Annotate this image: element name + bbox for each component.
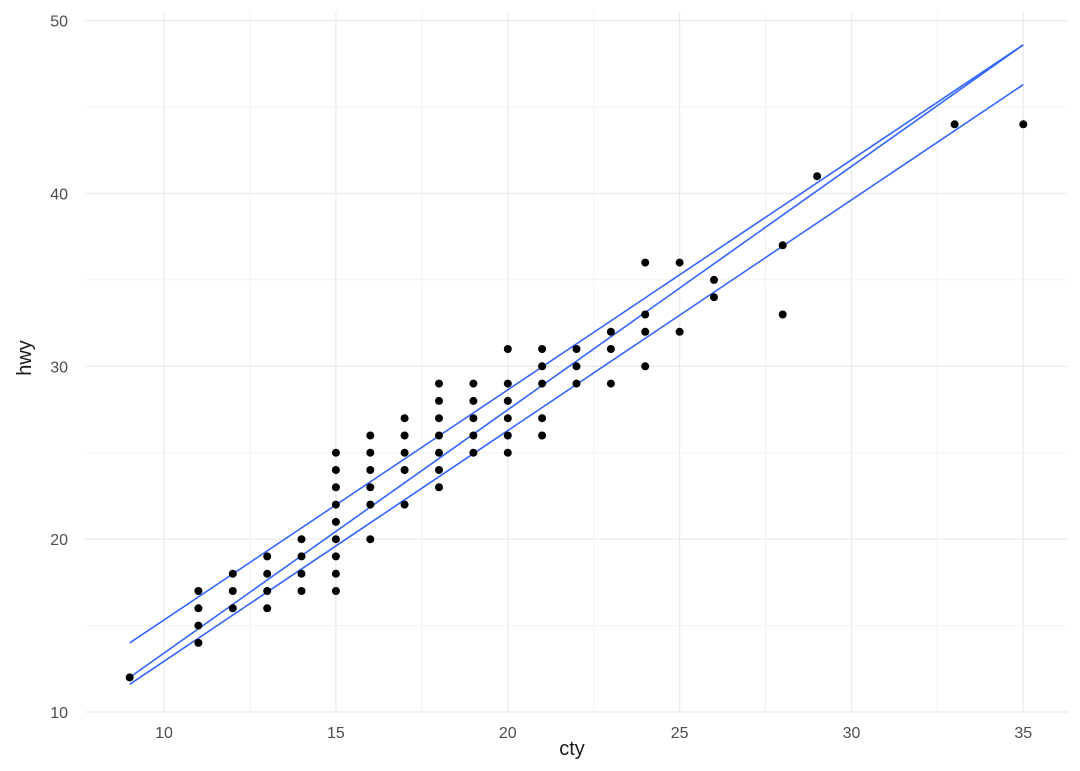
data-point [469,414,478,423]
data-point [366,483,375,492]
data-point [572,362,581,371]
data-point [503,396,512,405]
data-point [331,517,340,526]
data-point [125,673,134,682]
data-point [641,327,650,336]
data-point [366,535,375,544]
data-point [297,587,306,595]
data-point [400,466,409,474]
data-point [435,414,443,423]
data-point [297,569,306,578]
data-point [469,379,478,388]
data-point [435,396,443,405]
data-point [435,483,443,492]
data-point [606,327,615,336]
x-axis-tick-labels: 10 15 20 25 30 35 [155,725,1032,742]
data-point [503,345,512,353]
data-point [710,293,718,302]
data-point [263,569,272,578]
data-point [194,621,203,630]
data-point [400,500,409,509]
data-point [641,362,650,371]
data-point [1019,120,1028,129]
data-point [331,535,340,544]
data-point [228,604,237,613]
data-point [503,379,512,388]
data-point [435,448,443,457]
x-tick-label: 35 [1014,725,1032,742]
x-tick-label: 25 [671,725,689,742]
data-point [675,327,684,336]
y-tick-label: 10 [50,705,68,722]
data-point [538,431,547,440]
data-point [194,638,203,647]
fit-line [129,44,1024,644]
data-point [331,569,340,578]
data-point [331,500,340,509]
data-point [469,431,478,440]
data-point [228,569,237,578]
data-point [400,431,409,440]
minor-gridlines [85,12,1068,712]
data-point [710,275,718,284]
data-point [331,552,340,561]
data-point [469,448,478,457]
x-axis-title: cty [559,738,585,760]
y-axis-title: hwy [14,340,36,376]
data-point [263,587,272,595]
data-point [675,258,684,267]
data-point [572,345,581,353]
data-point [435,379,443,388]
data-point [606,379,615,388]
data-point [400,448,409,457]
x-tick-label: 20 [499,725,517,742]
x-tick-label: 10 [155,725,173,742]
data-points [125,120,1028,682]
data-point [641,310,650,319]
data-point [366,431,375,440]
data-point [538,362,547,371]
fit-line [129,44,1024,679]
data-point [331,483,340,492]
data-point [194,604,203,613]
data-point [435,431,443,440]
y-tick-label: 20 [50,532,68,549]
y-tick-label: 40 [50,186,68,203]
data-point [228,587,237,595]
data-point [538,414,547,423]
data-point [297,552,306,561]
data-point [538,379,547,388]
data-point [263,552,272,561]
data-point [606,345,615,353]
data-point [778,310,787,319]
data-point [331,587,340,595]
data-point [538,345,547,353]
data-point [813,172,822,181]
data-point [778,241,787,250]
data-point [950,120,959,129]
data-point [435,466,443,474]
data-point [503,431,512,440]
data-point [572,379,581,388]
data-point [366,466,375,474]
y-tick-label: 30 [50,359,68,376]
data-point [263,604,272,613]
y-tick-label: 50 [50,14,68,31]
x-tick-label: 30 [843,725,861,742]
x-tick-label: 15 [327,725,345,742]
data-point [503,414,512,423]
data-point [400,414,409,423]
y-axis-tick-labels: 10 20 30 40 50 [50,14,68,722]
data-point [194,587,203,595]
data-point [641,258,650,267]
data-point [366,500,375,509]
data-point [503,448,512,457]
data-point [331,466,340,474]
data-point [469,396,478,405]
data-point [366,448,375,457]
data-point [297,535,306,544]
data-point [331,448,340,457]
